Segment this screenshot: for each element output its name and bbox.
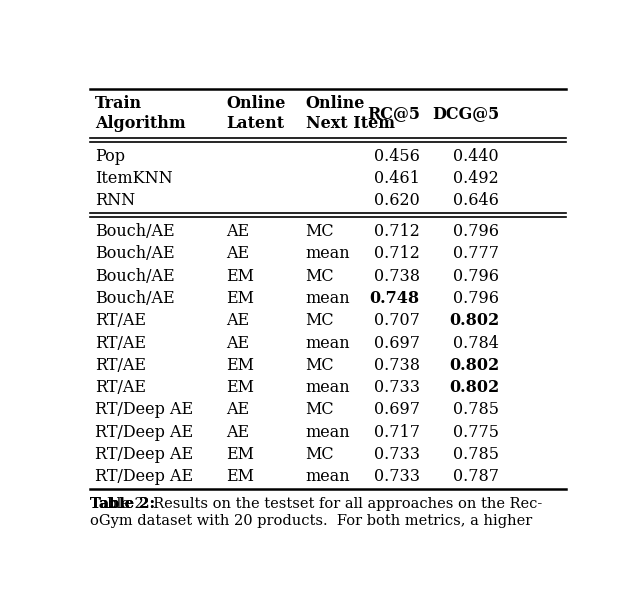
- Text: 0.802: 0.802: [449, 357, 499, 374]
- Text: ItemKNN: ItemKNN: [95, 170, 173, 187]
- Text: Train
Algorithm: Train Algorithm: [95, 95, 186, 132]
- Text: RT/AE: RT/AE: [95, 335, 146, 351]
- Text: 0.738: 0.738: [374, 357, 420, 374]
- Text: 0.748: 0.748: [370, 290, 420, 307]
- Text: mean: mean: [306, 379, 350, 396]
- Text: RT/AE: RT/AE: [95, 312, 146, 329]
- Text: RT/AE: RT/AE: [95, 379, 146, 396]
- Text: 0.456: 0.456: [374, 148, 420, 165]
- Text: 0.646: 0.646: [453, 192, 499, 209]
- Text: AE: AE: [227, 223, 250, 240]
- Text: 0.733: 0.733: [374, 468, 420, 485]
- Text: 0.796: 0.796: [453, 290, 499, 307]
- Text: EM: EM: [227, 468, 254, 485]
- Text: 0.784: 0.784: [453, 335, 499, 351]
- Text: RNN: RNN: [95, 192, 135, 209]
- Text: 0.697: 0.697: [374, 401, 420, 419]
- Text: Pop: Pop: [95, 148, 125, 165]
- Text: Table 2:: Table 2:: [90, 498, 155, 511]
- Text: Table 2: Results on the testset for all approaches on the Rec-
oGym dataset with: Table 2: Results on the testset for all …: [90, 498, 542, 528]
- Text: 0.796: 0.796: [453, 223, 499, 240]
- Text: Online
Latent: Online Latent: [227, 95, 285, 132]
- Text: 0.787: 0.787: [453, 468, 499, 485]
- Text: 0.733: 0.733: [374, 379, 420, 396]
- Text: EM: EM: [227, 446, 254, 463]
- Text: 0.712: 0.712: [374, 245, 420, 262]
- Text: 0.461: 0.461: [374, 170, 420, 187]
- Text: mean: mean: [306, 335, 350, 351]
- Text: 0.733: 0.733: [374, 446, 420, 463]
- Text: 0.738: 0.738: [374, 268, 420, 285]
- Text: mean: mean: [306, 290, 350, 307]
- Text: mean: mean: [306, 424, 350, 441]
- Text: MC: MC: [306, 357, 334, 374]
- Text: EM: EM: [227, 379, 254, 396]
- Text: RT/Deep AE: RT/Deep AE: [95, 424, 193, 441]
- Text: EM: EM: [227, 290, 254, 307]
- Text: Bouch/AE: Bouch/AE: [95, 290, 175, 307]
- Text: 0.775: 0.775: [453, 424, 499, 441]
- Text: MC: MC: [306, 401, 334, 419]
- Text: Bouch/AE: Bouch/AE: [95, 223, 175, 240]
- Text: 0.707: 0.707: [374, 312, 420, 329]
- Text: MC: MC: [306, 312, 334, 329]
- Text: MC: MC: [306, 223, 334, 240]
- Text: Table 2:: Table 2:: [90, 498, 155, 511]
- Text: 0.697: 0.697: [374, 335, 420, 351]
- Text: 0.785: 0.785: [453, 401, 499, 419]
- Text: RT/AE: RT/AE: [95, 357, 146, 374]
- Text: 0.440: 0.440: [454, 148, 499, 165]
- Text: mean: mean: [306, 468, 350, 485]
- Text: RC@5: RC@5: [367, 105, 420, 122]
- Text: RT/Deep AE: RT/Deep AE: [95, 468, 193, 485]
- Text: mean: mean: [306, 245, 350, 262]
- Text: DCG@5: DCG@5: [432, 105, 499, 122]
- Text: RT/Deep AE: RT/Deep AE: [95, 401, 193, 419]
- Text: RT/Deep AE: RT/Deep AE: [95, 446, 193, 463]
- Text: 0.492: 0.492: [453, 170, 499, 187]
- Text: AE: AE: [227, 401, 250, 419]
- Text: 0.620: 0.620: [374, 192, 420, 209]
- Text: AE: AE: [227, 335, 250, 351]
- Text: 0.712: 0.712: [374, 223, 420, 240]
- Text: 0.777: 0.777: [453, 245, 499, 262]
- Text: Bouch/AE: Bouch/AE: [95, 245, 175, 262]
- Text: Online
Next Item: Online Next Item: [306, 95, 395, 132]
- Text: MC: MC: [306, 268, 334, 285]
- Text: 0.785: 0.785: [453, 446, 499, 463]
- Text: EM: EM: [227, 357, 254, 374]
- Text: AE: AE: [227, 245, 250, 262]
- Text: 0.796: 0.796: [453, 268, 499, 285]
- Text: MC: MC: [306, 446, 334, 463]
- Text: AE: AE: [227, 424, 250, 441]
- Text: 0.802: 0.802: [449, 312, 499, 329]
- Text: EM: EM: [227, 268, 254, 285]
- Text: Bouch/AE: Bouch/AE: [95, 268, 175, 285]
- Text: 0.802: 0.802: [449, 379, 499, 396]
- Text: AE: AE: [227, 312, 250, 329]
- Text: 0.717: 0.717: [374, 424, 420, 441]
